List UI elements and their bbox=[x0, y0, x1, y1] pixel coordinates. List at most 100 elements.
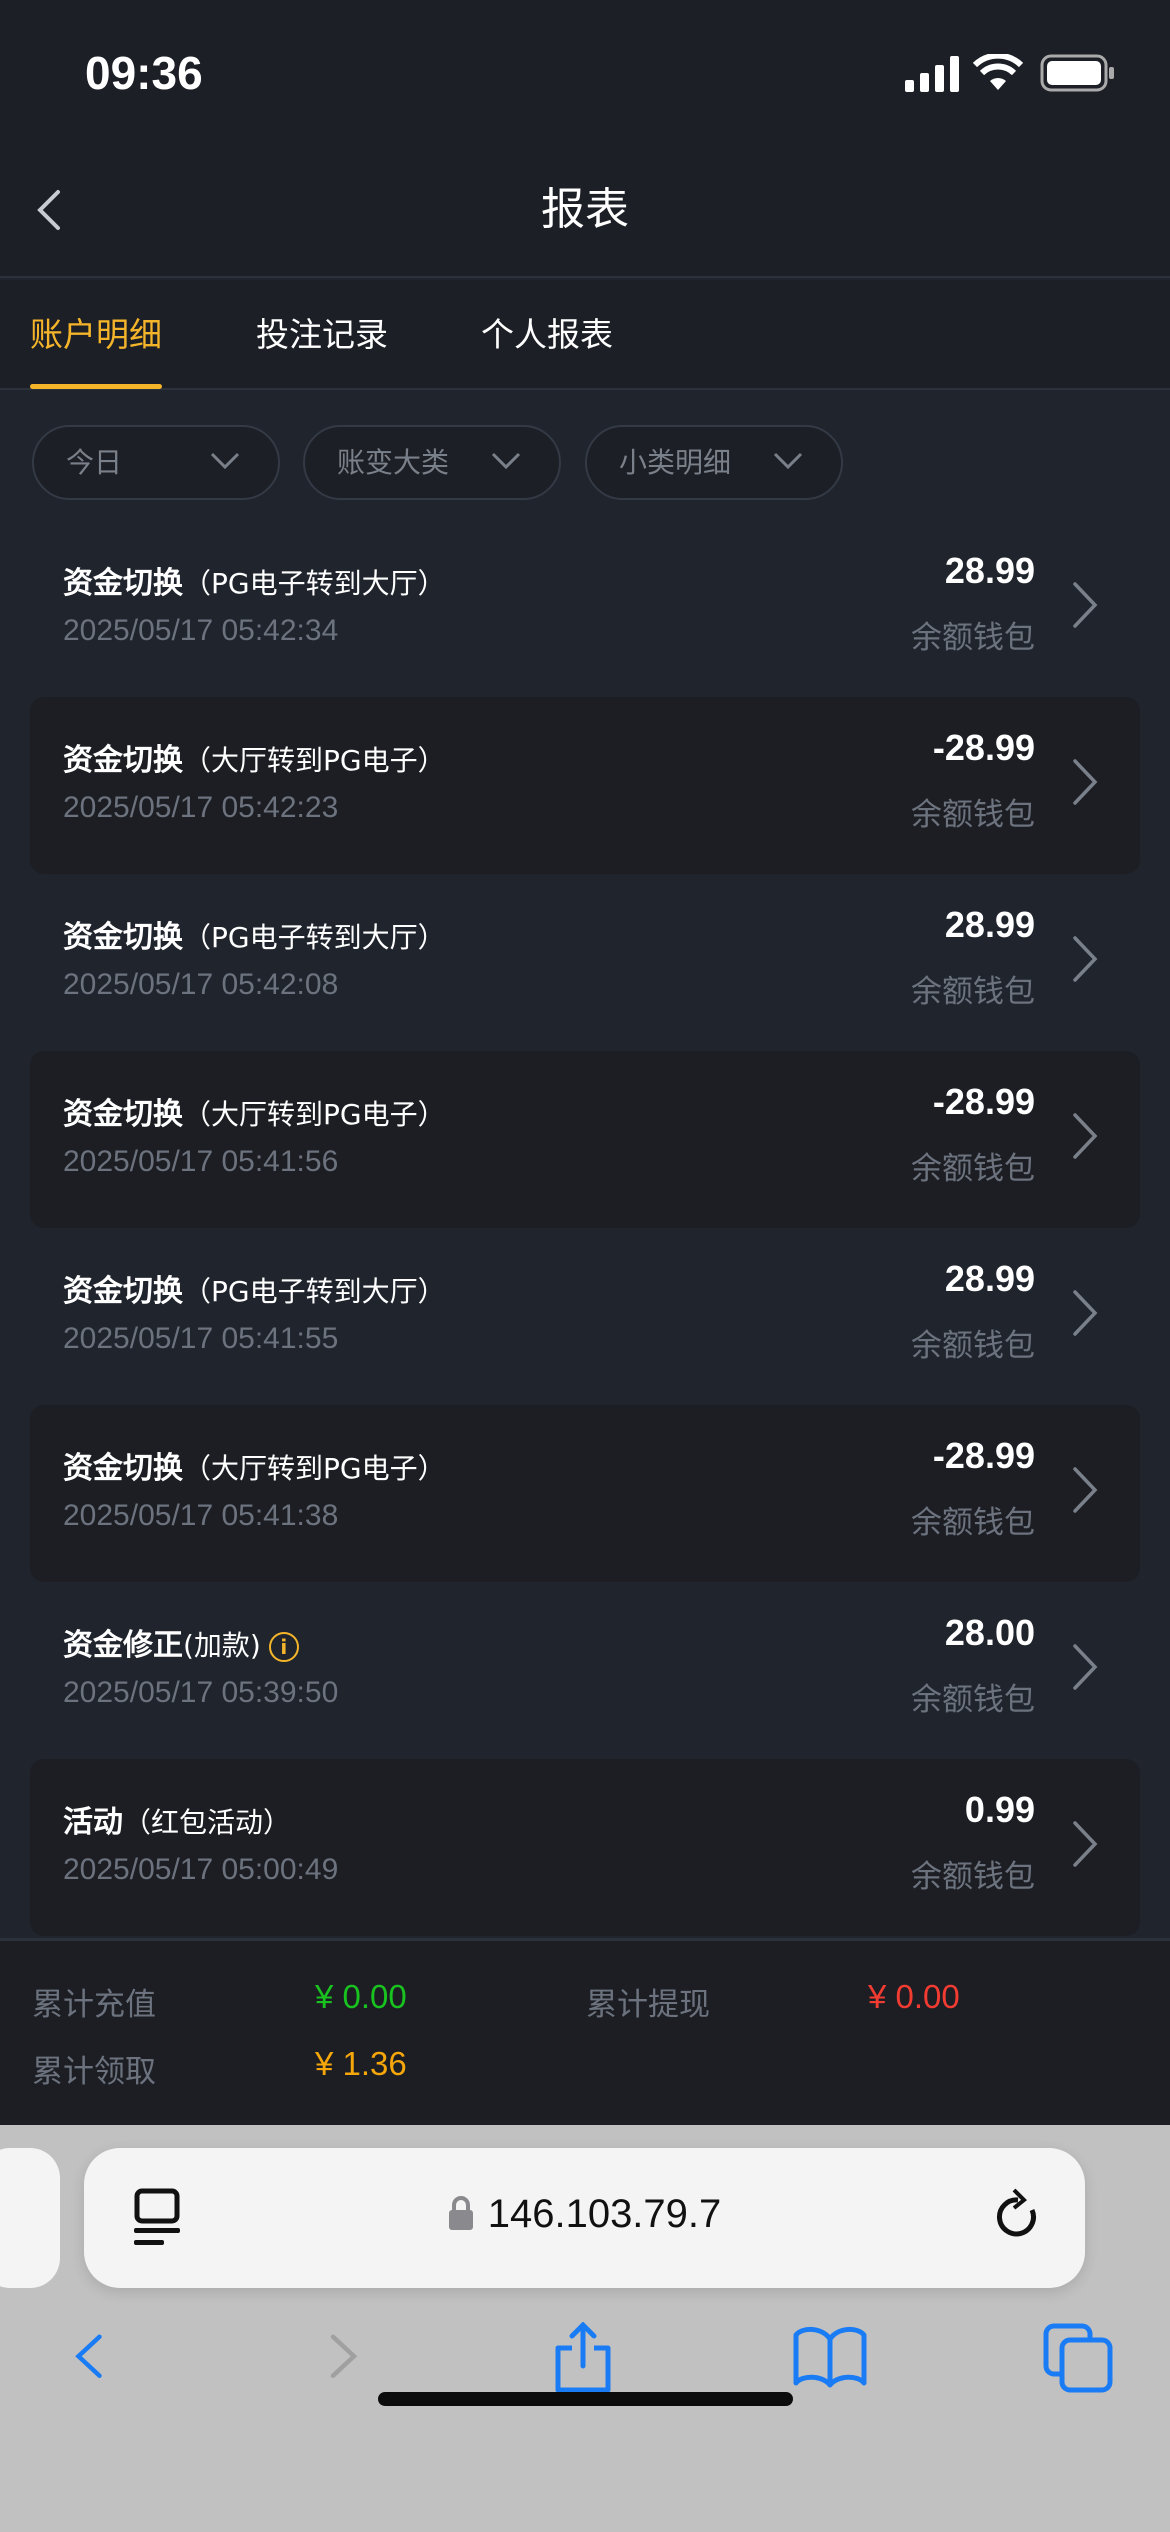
deposit-label: 累计充值 bbox=[32, 1987, 156, 2023]
record-time: 2025/05/17 05:39:50 bbox=[63, 1676, 339, 1709]
record-subtype: （PG电子转到大厅） bbox=[183, 921, 446, 954]
reload-icon[interactable] bbox=[994, 2188, 1044, 2248]
record-amount: -28.99 bbox=[932, 1435, 1035, 1476]
record-row[interactable]: 活动（红包活动） 2025/05/17 05:00:49 0.99 余额钱包 bbox=[30, 1759, 1140, 1936]
record-time: 2025/05/17 05:42:34 bbox=[63, 614, 339, 647]
filter-date[interactable]: 今日 bbox=[32, 425, 280, 500]
record-type: 资金切换 bbox=[63, 1274, 183, 1309]
status-bar: 09:36 bbox=[0, 0, 1170, 150]
active-tab-indicator bbox=[30, 384, 162, 389]
record-amount: -28.99 bbox=[932, 1081, 1035, 1122]
chevron-right-icon bbox=[1073, 1113, 1098, 1159]
deposit-value: ¥ 0.00 bbox=[315, 1978, 407, 2015]
chevron-down-icon bbox=[210, 452, 240, 470]
record-time: 2025/05/17 05:41:55 bbox=[63, 1322, 339, 1355]
record-subtype: （大厅转到PG电子） bbox=[183, 1098, 446, 1131]
chevron-down-icon bbox=[773, 452, 803, 470]
share-icon[interactable] bbox=[550, 2322, 616, 2394]
tab-account-detail[interactable]: 账户明细 bbox=[30, 315, 162, 354]
record-time: 2025/05/17 05:41:56 bbox=[63, 1145, 339, 1178]
url-text[interactable]: 146.103.79.7 bbox=[84, 2192, 1085, 2237]
back-button[interactable] bbox=[30, 180, 90, 240]
address-bar[interactable]: 146.103.79.7 bbox=[84, 2148, 1085, 2288]
chevron-right-icon bbox=[1073, 1821, 1098, 1867]
home-indicator bbox=[378, 2392, 793, 2406]
record-title: 资金切换（大厅转到PG电子） bbox=[63, 735, 446, 779]
record-type: 活动 bbox=[63, 1805, 123, 1840]
signal-icon bbox=[905, 56, 959, 92]
record-subtype: （红包活动） bbox=[123, 1806, 292, 1839]
withdraw-value: ¥ 0.00 bbox=[868, 1978, 960, 2015]
record-subtype: (加款) bbox=[183, 1629, 261, 1662]
tab-personal-report[interactable]: 个人报表 bbox=[481, 315, 613, 354]
claim-label: 累计领取 bbox=[32, 2054, 156, 2090]
record-wallet: 余额钱包 bbox=[911, 1505, 1035, 1541]
filter-label: 今日 bbox=[66, 446, 123, 479]
bookmarks-icon[interactable] bbox=[792, 2325, 868, 2389]
filter-label: 账变大类 bbox=[337, 446, 450, 479]
wifi-icon bbox=[973, 54, 1023, 90]
claim-value: ¥ 1.36 bbox=[315, 2045, 407, 2082]
chevron-right-icon bbox=[1073, 1467, 1098, 1513]
tabs-icon[interactable] bbox=[1042, 2322, 1116, 2394]
record-amount: -28.99 bbox=[932, 727, 1035, 768]
summary-footer: 累计充值 ¥ 0.00 累计提现 ¥ 0.00 累计领取 ¥ 1.36 bbox=[0, 1938, 1170, 2125]
tab-bet-records[interactable]: 投注记录 bbox=[256, 315, 388, 354]
record-amount: 0.99 bbox=[964, 1789, 1035, 1830]
record-amount: 28.00 bbox=[944, 1612, 1035, 1653]
record-wallet: 余额钱包 bbox=[911, 797, 1035, 833]
chevron-right-icon bbox=[1073, 759, 1098, 805]
record-amount: 28.99 bbox=[944, 904, 1035, 945]
filter-subcategory[interactable]: 小类明细 bbox=[585, 425, 843, 500]
record-title: 资金切换（PG电子转到大厅） bbox=[63, 1266, 446, 1310]
browser-back-icon[interactable] bbox=[62, 2330, 112, 2390]
chevron-right-icon bbox=[1073, 582, 1098, 628]
record-time: 2025/05/17 05:42:23 bbox=[63, 791, 339, 824]
record-wallet: 余额钱包 bbox=[911, 1682, 1035, 1718]
record-subtype: （大厅转到PG电子） bbox=[183, 1452, 446, 1485]
record-title: 资金修正(加款) i bbox=[63, 1620, 299, 1664]
page-title: 报表 bbox=[541, 184, 629, 235]
record-row[interactable]: 资金切换（PG电子转到大厅） 2025/05/17 05:42:34 28.99… bbox=[30, 520, 1140, 697]
browser-forward-icon bbox=[330, 2334, 358, 2378]
filter-category[interactable]: 账变大类 bbox=[303, 425, 561, 500]
url-label: 146.103.79.7 bbox=[487, 2192, 722, 2236]
record-subtype: （PG电子转到大厅） bbox=[183, 567, 446, 600]
record-title: 资金切换（大厅转到PG电子） bbox=[63, 1443, 446, 1487]
reader-tab-icon bbox=[134, 2188, 180, 2245]
record-wallet: 余额钱包 bbox=[911, 1328, 1035, 1364]
previous-tab-preview[interactable] bbox=[0, 2148, 60, 2288]
record-wallet: 余额钱包 bbox=[911, 1151, 1035, 1187]
chevron-down-icon bbox=[491, 452, 521, 470]
record-time: 2025/05/17 05:42:08 bbox=[63, 968, 339, 1001]
record-row[interactable]: 资金切换（大厅转到PG电子） 2025/05/17 05:41:38 -28.9… bbox=[30, 1405, 1140, 1582]
record-type: 资金切换 bbox=[63, 1451, 183, 1486]
record-amount: 28.99 bbox=[944, 550, 1035, 591]
record-type: 资金修正 bbox=[63, 1628, 183, 1663]
status-time: 09:36 bbox=[85, 47, 203, 99]
chevron-right-icon bbox=[1073, 1290, 1098, 1336]
filter-label: 小类明细 bbox=[619, 446, 732, 479]
record-type: 资金切换 bbox=[63, 743, 183, 778]
record-title: 活动（红包活动） bbox=[63, 1797, 291, 1841]
record-title: 资金切换（大厅转到PG电子） bbox=[63, 1089, 446, 1133]
record-type: 资金切换 bbox=[63, 1097, 183, 1132]
chevron-right-icon bbox=[1073, 936, 1098, 982]
record-subtype: （大厅转到PG电子） bbox=[183, 744, 446, 777]
record-time: 2025/05/17 05:00:49 bbox=[63, 1853, 339, 1886]
record-wallet: 余额钱包 bbox=[911, 1859, 1035, 1895]
record-wallet: 余额钱包 bbox=[911, 974, 1035, 1010]
record-row[interactable]: 资金修正(加款) i 2025/05/17 05:39:50 28.00 余额钱包 bbox=[30, 1582, 1140, 1759]
record-row[interactable]: 资金切换（大厅转到PG电子） 2025/05/17 05:41:56 -28.9… bbox=[30, 1051, 1140, 1228]
info-icon[interactable]: i bbox=[268, 1631, 299, 1662]
record-row[interactable]: 资金切换（PG电子转到大厅） 2025/05/17 05:42:08 28.99… bbox=[30, 874, 1140, 1051]
record-title: 资金切换（PG电子转到大厅） bbox=[63, 912, 446, 956]
lock-icon bbox=[448, 2196, 473, 2230]
record-row[interactable]: 资金切换（PG电子转到大厅） 2025/05/17 05:41:55 28.99… bbox=[30, 1228, 1140, 1405]
record-wallet: 余额钱包 bbox=[911, 620, 1035, 656]
record-time: 2025/05/17 05:41:38 bbox=[63, 1499, 339, 1532]
chevron-right-icon bbox=[1073, 1644, 1098, 1690]
record-row[interactable]: 资金切换（大厅转到PG电子） 2025/05/17 05:42:23 -28.9… bbox=[30, 697, 1140, 874]
record-subtype: （PG电子转到大厅） bbox=[183, 1275, 446, 1308]
record-title: 资金切换（PG电子转到大厅） bbox=[63, 558, 446, 602]
